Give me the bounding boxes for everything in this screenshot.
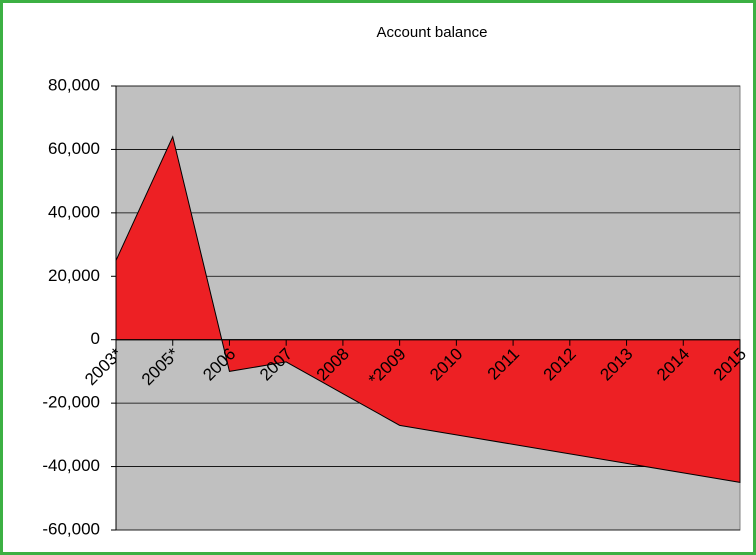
y-tick-label: 20,000 <box>48 266 100 285</box>
area <box>115 135 741 484</box>
y-tick-label: -20,000 <box>42 393 100 412</box>
y-tick-label: -40,000 <box>42 456 100 475</box>
y-tick-label: 0 <box>91 329 100 348</box>
chart-title: Account balance <box>377 24 488 41</box>
y-tick-label: 40,000 <box>48 202 100 221</box>
y-tick-label: -60,000 <box>42 519 100 538</box>
y-tick-label: 80,000 <box>48 75 100 94</box>
y-tick-label: 60,000 <box>48 139 100 158</box>
